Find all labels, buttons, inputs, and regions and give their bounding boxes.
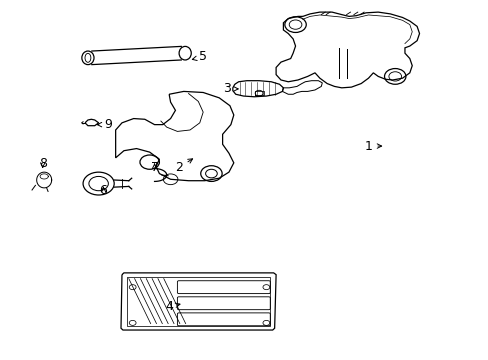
Text: 1: 1 [364,140,381,153]
Text: 5: 5 [192,50,207,63]
Text: 9: 9 [97,118,112,131]
Text: 4: 4 [165,300,180,313]
Text: 3: 3 [223,82,238,95]
Text: 6: 6 [100,184,107,197]
Text: 2: 2 [175,159,192,174]
Text: 8: 8 [39,157,47,170]
Text: 7: 7 [150,161,158,174]
